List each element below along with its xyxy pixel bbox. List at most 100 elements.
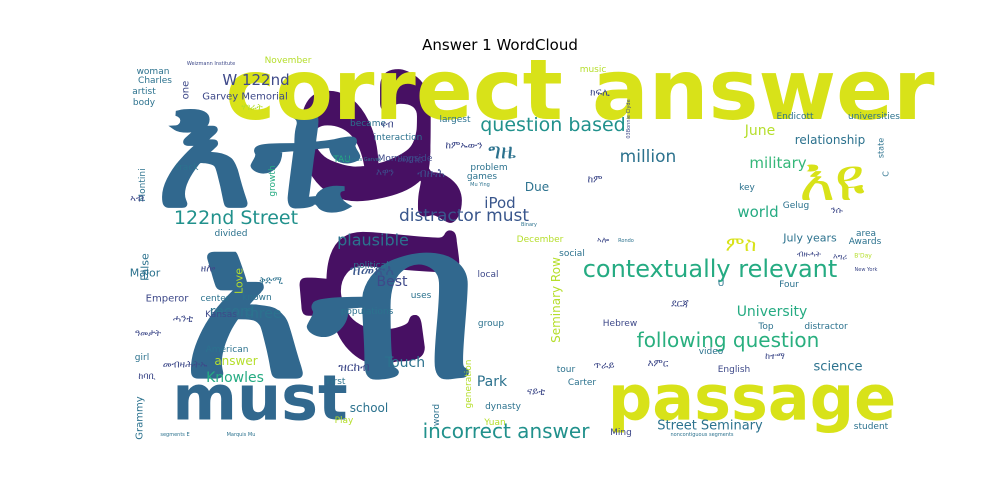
word-cloud-word: New York (855, 267, 878, 273)
word-cloud-word: ምስ (726, 232, 756, 256)
word-cloud-word: music (580, 65, 607, 75)
word-cloud-word: Endicott (776, 112, 814, 122)
word-cloud-word: Knowles (206, 370, 264, 386)
word-cloud-word: Best (376, 274, 408, 290)
word-cloud-word: University (737, 304, 808, 320)
word-cloud-word: Love (233, 268, 246, 294)
word-cloud-word: Montini (138, 168, 148, 201)
word-cloud-word: Carter (568, 378, 597, 388)
word-cloud-word: ግዜ (488, 140, 516, 165)
word-cloud-word: Park (477, 374, 508, 390)
word-cloud-word: plausible (337, 231, 409, 250)
word-cloud-word: ሓንቲ (173, 314, 193, 325)
word-cloud-word: Top (757, 322, 773, 332)
word-cloud-word: እምር (648, 359, 669, 370)
word-cloud-word: ናይቲ (527, 387, 545, 398)
word-cloud-word: girl (135, 353, 149, 363)
word-cloud-word: W 122nd (222, 71, 289, 89)
word-cloud-word: ዓመታት (135, 329, 161, 339)
word-cloud-word: እግሪ (833, 253, 847, 262)
word-cloud-word: correct answer (226, 41, 936, 139)
word-cloud-word: TAU (332, 155, 351, 165)
word-cloud-word: dynasty (485, 402, 521, 412)
word-cloud-word: ከምኡውን (446, 141, 483, 152)
word-cloud-word: ብዙሓት (797, 250, 822, 259)
word-cloud-word: English (718, 365, 751, 375)
word-cloud-word: November (265, 56, 312, 66)
word-cloud-word: Street Seminary (657, 419, 763, 434)
word-cloud-word: Marquis Mu (227, 432, 256, 438)
word-cloud-word: Major (130, 267, 161, 280)
word-cloud-word: B'Day (854, 253, 872, 260)
word-cloud-word: እቲ (157, 57, 361, 244)
word-cloud-word: million (620, 147, 677, 167)
word-cloud-word: ክፍሊ (590, 88, 610, 99)
word-cloud-word: ሃገራት (241, 103, 263, 113)
word-cloud-word: Hebrew (603, 319, 637, 329)
word-cloud-word: C (882, 171, 891, 177)
word-cloud-word: Morningside (378, 154, 433, 164)
word-cloud-word: ዝርከብ (338, 360, 369, 374)
word-cloud-word: interaction (374, 133, 423, 143)
word-cloud-word: student (854, 422, 889, 432)
word-cloud-word: generation (464, 360, 474, 409)
word-cloud-word: divided (214, 229, 247, 239)
word-cloud-word: Yuan (483, 418, 505, 428)
word-cloud-word: area (856, 229, 876, 239)
word-cloud-word: Binary (521, 222, 537, 228)
word-cloud-word: school (350, 401, 388, 415)
word-cloud-word: passage (608, 362, 896, 435)
word-cloud-word: December (517, 235, 564, 245)
word-cloud-word: ንሱ (831, 206, 844, 216)
word-cloud-word: False (139, 253, 152, 281)
word-cloud-word: መብዛሕትኡ (163, 360, 208, 371)
word-cloud-word: 03Bonnie Clyde (626, 99, 632, 138)
word-cloud-word: First (327, 377, 346, 387)
word-cloud-word: July years (782, 232, 837, 245)
word-cloud-word: contextually relevant (583, 255, 838, 283)
word-cloud-word: problem (470, 163, 507, 173)
word-cloud-word: ኣሎ (597, 236, 610, 245)
word-cloud-word: political (353, 261, 388, 271)
word-cloud-word: body (133, 98, 156, 108)
word-cloud-word: Rondo (618, 238, 634, 244)
word-cloud-word: ብዙሕ (417, 166, 445, 180)
word-cloud-word: science (814, 360, 863, 375)
word-cloud-word: ጥራይ (594, 361, 615, 372)
word-cloud-word: Play (335, 416, 354, 426)
word-cloud-word: Kansas (205, 310, 237, 320)
word-cloud-word: ዝመጽእ (350, 261, 394, 279)
word-cloud-word: Awards (849, 237, 882, 247)
word-cloud-word: Weizmann Institute (187, 61, 235, 67)
word-cloud-word: እዋን (376, 168, 394, 179)
word-cloud-word: Due (525, 180, 549, 194)
word-cloud-word: word (432, 404, 442, 426)
word-cloud-word: ናብ (380, 120, 393, 131)
word-cloud-word: populations (341, 307, 394, 317)
word-cloud-word: incorrect answer (423, 419, 591, 443)
word-cloud-word: largest (439, 115, 470, 125)
word-cloud-word: Mu Ying (470, 182, 490, 188)
word-cloud-word: distractor must (399, 206, 529, 226)
word-cloud-word: following question (637, 328, 820, 352)
word-cloud-word: Charles (138, 76, 172, 86)
word-cloud-word: ቅድሚ (259, 276, 283, 287)
word-cloud-word: three (244, 306, 281, 322)
word-cloud-word: noncontiguous segments (670, 432, 733, 438)
word-cloud-word: must (172, 362, 347, 435)
word-cloud-word: Seminary Row (549, 257, 563, 343)
word-cloud-word: Four (779, 280, 799, 290)
word-cloud-word: Touch (384, 355, 425, 371)
word-cloud-word: state (877, 138, 886, 158)
word-cloud-word: አብ (184, 179, 477, 426)
word-cloud-word: Grammy (135, 396, 146, 439)
word-cloud-word: Garvey Memorial (202, 92, 288, 103)
word-cloud-word: ከም (588, 175, 603, 186)
word-cloud-word: key (739, 183, 755, 193)
word-cloud-word: question based (480, 114, 625, 136)
word-cloud-word: one (181, 81, 192, 100)
word-cloud-word: center (201, 294, 230, 304)
word-cloud-word: 122nd Street (174, 207, 298, 229)
word-cloud-word: segments E (160, 432, 189, 438)
